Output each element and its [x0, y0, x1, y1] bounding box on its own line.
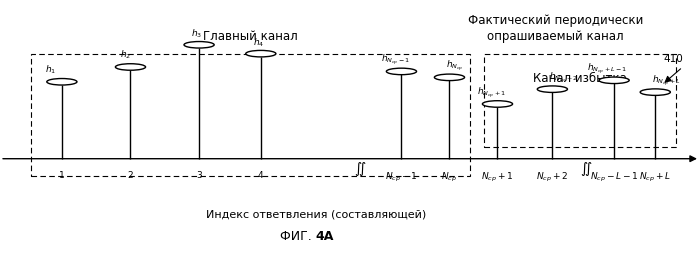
- Circle shape: [246, 50, 276, 57]
- Text: $h_{N_{cp}+1}$: $h_{N_{cp}+1}$: [477, 85, 506, 100]
- Text: $h_3$: $h_3$: [191, 28, 202, 40]
- Text: $N_{cp}-L-1$: $N_{cp}-L-1$: [590, 171, 638, 184]
- Text: 2: 2: [127, 171, 133, 179]
- Text: $N_{cp}+1$: $N_{cp}+1$: [482, 171, 514, 184]
- Text: 1: 1: [59, 171, 65, 179]
- Bar: [484, 54, 676, 147]
- Text: $h_1$: $h_1$: [45, 63, 56, 76]
- Circle shape: [116, 64, 146, 70]
- Text: $\int\!\!\int$: $\int\!\!\int$: [354, 160, 367, 178]
- Text: 410: 410: [663, 54, 682, 64]
- Text: Индекс ответвления (составляющей): Индекс ответвления (составляющей): [206, 209, 426, 219]
- Text: $h_{N_{cp}+2}$: $h_{N_{cp}+2}$: [549, 70, 578, 85]
- Bar: [31, 54, 470, 176]
- Text: $h_{N_{cp}}$: $h_{N_{cp}}$: [446, 58, 463, 73]
- Text: $N_{cp}-1$: $N_{cp}-1$: [385, 171, 418, 184]
- Circle shape: [184, 41, 214, 48]
- Text: $h_{N_{cp}+L}$: $h_{N_{cp}+L}$: [652, 73, 680, 88]
- Text: $N_{cp}+2$: $N_{cp}+2$: [536, 171, 568, 184]
- Circle shape: [538, 86, 568, 93]
- Text: ФИГ.: ФИГ.: [280, 230, 316, 243]
- Text: $h_{N_{cp}+L-1}$: $h_{N_{cp}+L-1}$: [587, 61, 627, 76]
- Text: Фактический периодически
опрашиваемый канал: Фактический периодически опрашиваемый ка…: [468, 14, 643, 43]
- Text: 3: 3: [196, 171, 202, 179]
- Circle shape: [435, 74, 465, 81]
- Circle shape: [386, 68, 416, 75]
- Text: $\int\!\!\int$: $\int\!\!\int$: [580, 160, 593, 178]
- Text: $h_2$: $h_2$: [120, 49, 132, 61]
- Text: Главный канал: Главный канал: [203, 30, 298, 43]
- Text: $h_{N_{cp}-1}$: $h_{N_{cp}-1}$: [381, 52, 410, 67]
- Text: 4А: 4А: [316, 230, 334, 243]
- Text: $N_{cp}+L$: $N_{cp}+L$: [639, 171, 671, 184]
- Circle shape: [599, 77, 629, 84]
- Circle shape: [640, 89, 671, 95]
- Text: $N_{cp}$: $N_{cp}$: [442, 171, 457, 184]
- Text: Канал избытка: Канал избытка: [533, 72, 626, 84]
- Circle shape: [47, 79, 77, 85]
- Text: 4: 4: [258, 171, 264, 179]
- Circle shape: [482, 101, 512, 107]
- Text: $h_4$: $h_4$: [253, 37, 264, 49]
